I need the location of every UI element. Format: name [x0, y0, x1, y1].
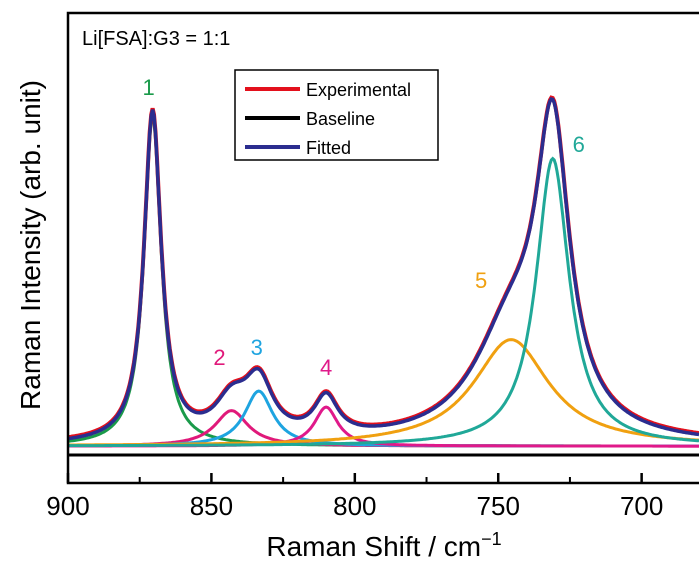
peak-label-3: 3: [251, 335, 263, 360]
x-axis-title-main: Raman Shift / cm: [266, 531, 481, 562]
plot-frame: [66, 11, 699, 485]
peak-label-5: 5: [475, 268, 487, 293]
legend-label-1: Baseline: [306, 109, 375, 129]
peak-curve-3: [68, 389, 699, 448]
x-tick-label-750: 750: [477, 491, 520, 521]
peak-curve-5: [68, 338, 699, 447]
peak-label-6: 6: [573, 132, 585, 157]
peak-labels-group: 1 2 3 4 5 6: [142, 75, 584, 380]
peak-label-4: 4: [320, 355, 332, 380]
peak-label-1: 1: [142, 75, 154, 100]
x-ticks-group: 900 850 800 750 700: [46, 473, 663, 521]
peak-curve-6: [68, 156, 699, 448]
fitted-curve: [68, 96, 699, 441]
x-tick-label-700: 700: [620, 491, 663, 521]
legend-label-0: Experimental: [306, 80, 411, 100]
peak-label-2: 2: [213, 345, 225, 370]
x-tick-label-850: 850: [190, 491, 233, 521]
curves-group: [68, 95, 699, 457]
x-axis-title: Raman Shift / cm−1: [266, 529, 501, 562]
legend-label-2: Fitted: [306, 138, 351, 158]
x-tick-label-900: 900: [46, 491, 89, 521]
y-axis-title: Raman Intensity (arb. unit): [15, 80, 46, 410]
chart-annotation: Li[FSA]:G3 = 1:1: [82, 28, 230, 50]
legend: Experimental Baseline Fitted: [234, 69, 439, 161]
x-axis-title-superscript: −1: [481, 529, 502, 549]
x-tick-label-800: 800: [333, 491, 376, 521]
